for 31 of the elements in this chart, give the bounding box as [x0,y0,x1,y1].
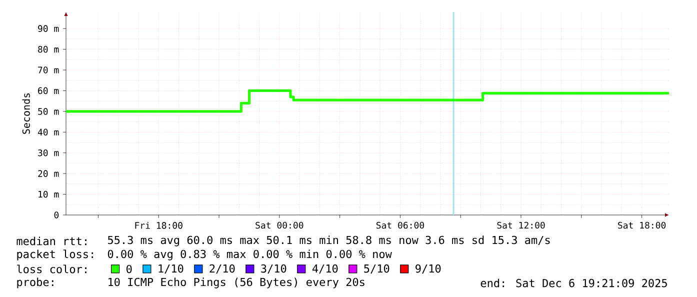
y-tick-label: 0 [54,212,59,218]
legend-label: 5/10 [364,264,390,274]
legend-label: 0 [126,264,132,274]
y-tick-label: 40 m [38,128,59,136]
legend-label: 9/10 [416,264,441,274]
legend-label: 3/10 [261,264,286,274]
x-tick-label: Sat 18:00 [618,222,666,229]
y-tick-label: 20 m [38,170,59,177]
legend-label: 4/10 [312,264,338,274]
text: end: Sat Dec 6 19:21:09 2025 [480,278,667,288]
text: probe: [17,278,54,288]
y-tick-label: 10 m [38,190,59,198]
y-tick-label: 60 m [38,87,59,94]
text: packet loss: [17,250,94,260]
legend-label: 2/10 [210,264,235,274]
x-tick-label: Sat 12:00 [497,222,545,229]
y-tick-label: 30 m [38,149,59,156]
y-tick-label: 80 m [38,46,59,53]
y-tick-label: 50 m [38,108,59,115]
y-axis-title: Seconds [22,93,30,134]
text: 10 ICMP Echo Pings (56 Bytes) every 20s [108,278,364,288]
x-tick-label: Sat 06:00 [376,222,424,229]
x-tick-label: Fri 18:00 [135,222,182,229]
y-tick-label: 70 m [38,66,59,74]
text: median rtt: [16,236,86,246]
y-tick-label: 90 m [38,25,59,32]
text: 0.00 % avg 0.83 % max 0.00 % min 0.00 % now [108,250,392,260]
x-tick-label: Sat 00:00 [256,222,304,229]
legend-label: 1/10 [158,264,184,274]
legend-title: loss color: [17,264,86,274]
text: 55.3 ms avg 60.0 ms max 50.1 ms min 58.8 ms now 3.6 ms sd 15.3 am/s [108,236,550,246]
